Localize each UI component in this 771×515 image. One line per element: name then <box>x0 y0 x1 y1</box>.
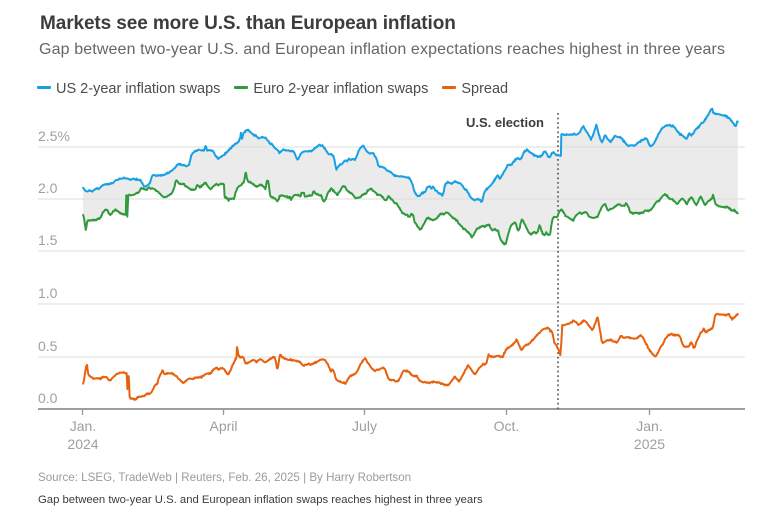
svg-text:2.5%: 2.5% <box>38 128 70 144</box>
svg-text:2024: 2024 <box>67 436 98 452</box>
svg-text:0.5: 0.5 <box>38 338 58 354</box>
svg-text:Oct.: Oct. <box>494 418 520 434</box>
svg-text:1.0: 1.0 <box>38 285 58 301</box>
svg-text:2.0: 2.0 <box>38 180 58 196</box>
svg-text:0.0: 0.0 <box>38 390 58 406</box>
svg-text:Jan.: Jan. <box>636 418 662 434</box>
svg-text:Jan.: Jan. <box>70 418 96 434</box>
svg-text:1.5: 1.5 <box>38 232 58 248</box>
svg-text:July: July <box>352 418 377 434</box>
svg-text:2025: 2025 <box>634 436 665 452</box>
svg-text:April: April <box>209 418 237 434</box>
svg-text:U.S. election: U.S. election <box>466 115 544 130</box>
